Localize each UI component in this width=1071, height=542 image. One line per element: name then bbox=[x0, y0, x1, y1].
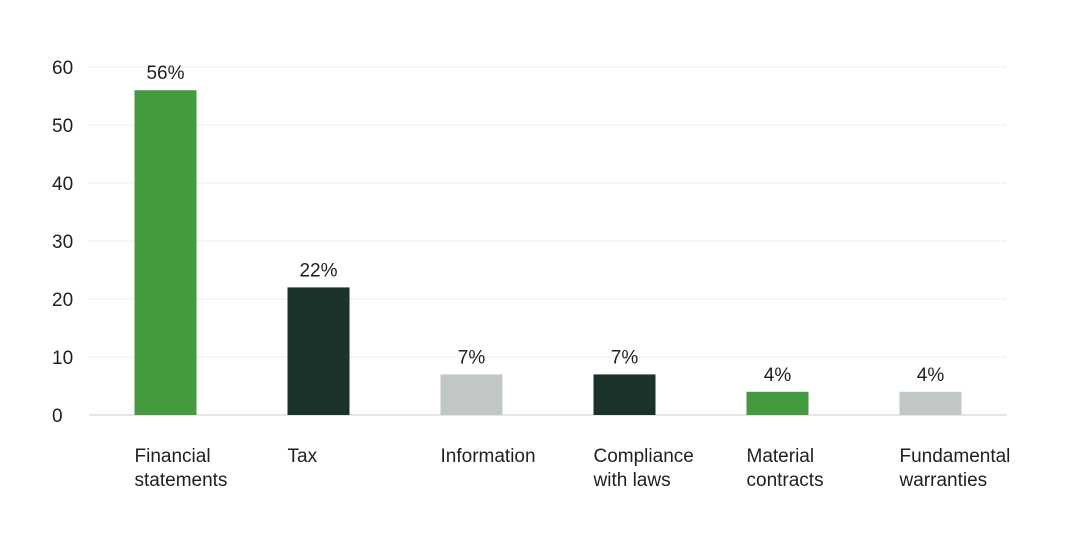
category-label: Tax bbox=[288, 446, 318, 467]
category-label: Material bbox=[747, 446, 815, 467]
bar bbox=[440, 374, 503, 415]
y-tick-label: 0 bbox=[52, 406, 63, 427]
y-axis-ticks: 0 10 20 30 40 50 60 bbox=[52, 58, 73, 427]
category-label: Information bbox=[441, 446, 536, 467]
data-label: 7% bbox=[458, 347, 486, 368]
category-label: contracts bbox=[747, 470, 824, 491]
y-tick-label: 10 bbox=[52, 348, 73, 369]
category-label: with laws bbox=[593, 470, 671, 491]
category-label: warranties bbox=[899, 470, 988, 491]
gridlines bbox=[89, 66, 1007, 416]
category-label: Compliance bbox=[594, 446, 694, 467]
y-tick-label: 50 bbox=[52, 116, 73, 137]
bar bbox=[287, 287, 350, 415]
category-label: Fundamental bbox=[900, 446, 1011, 467]
data-label: 4% bbox=[764, 365, 792, 386]
bar bbox=[899, 391, 962, 415]
y-tick-label: 60 bbox=[52, 58, 73, 79]
bar bbox=[134, 90, 197, 415]
data-label: 7% bbox=[611, 347, 639, 368]
y-tick-label: 20 bbox=[52, 290, 73, 311]
data-labels: 56% 22% 7% 7% 4% 4% bbox=[146, 63, 944, 386]
y-tick-label: 40 bbox=[52, 174, 73, 195]
data-label: 56% bbox=[146, 63, 184, 84]
data-label: 4% bbox=[917, 365, 945, 386]
category-label: statements bbox=[135, 470, 228, 491]
data-label: 22% bbox=[299, 260, 337, 281]
bar bbox=[593, 374, 656, 415]
bar bbox=[746, 391, 809, 415]
category-labels: Financial statements Tax Information Complia… bbox=[135, 446, 1011, 491]
y-tick-label: 30 bbox=[52, 232, 73, 253]
bars bbox=[134, 90, 962, 415]
category-label: Financial bbox=[135, 446, 211, 467]
